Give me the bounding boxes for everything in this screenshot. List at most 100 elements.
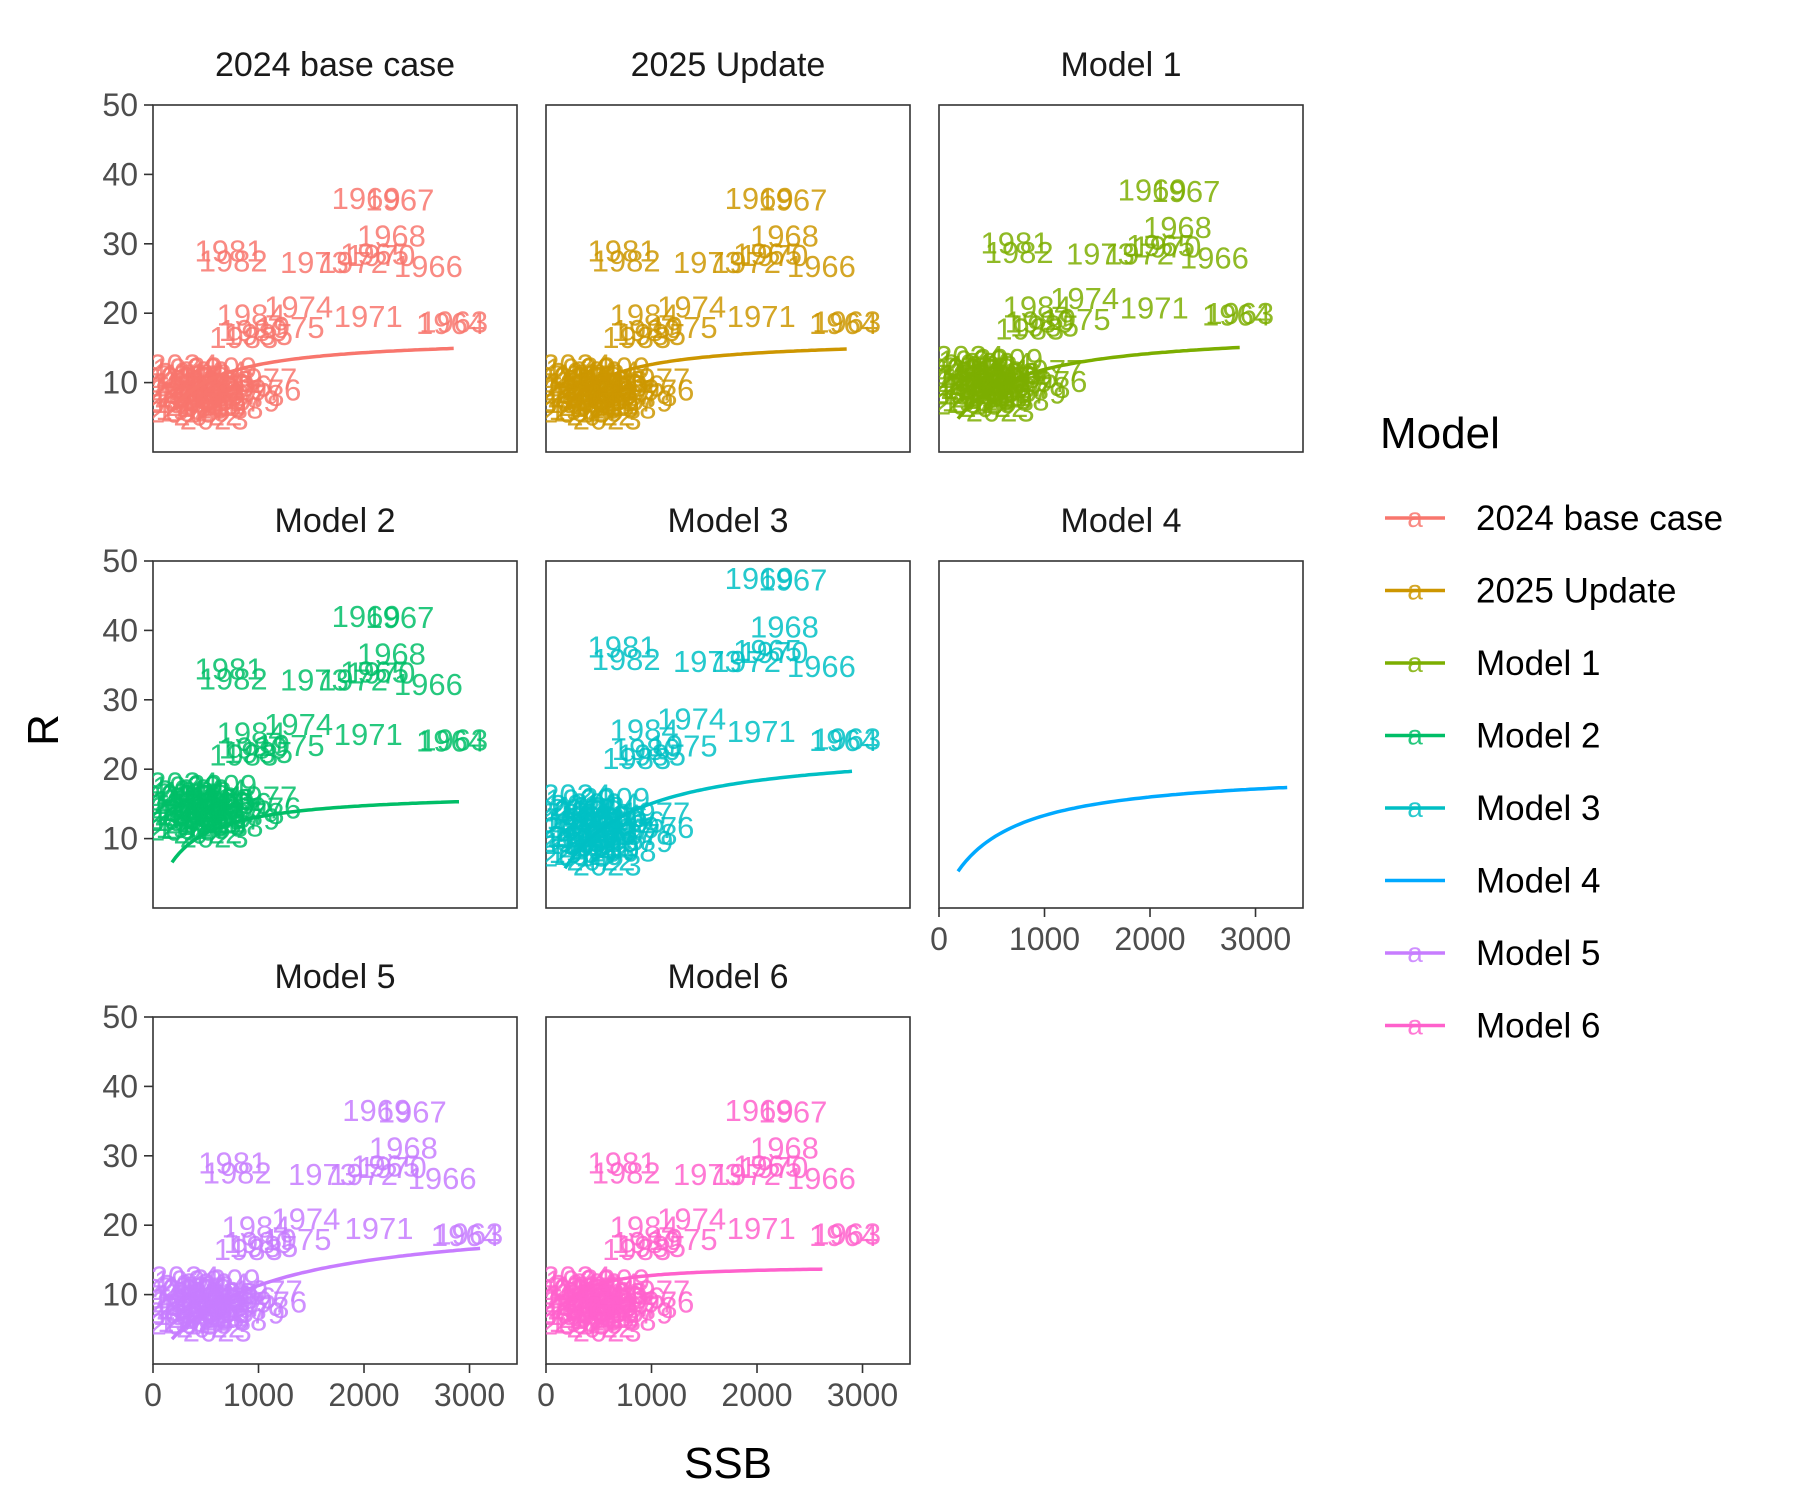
x-tick-label: 1000 [1009, 921, 1080, 957]
point-label: 1965 [351, 1149, 420, 1184]
point-label: 1965 [733, 1149, 802, 1184]
point-label: 1976 [232, 373, 301, 408]
point-label: 1966 [787, 1161, 856, 1196]
point-label: 1972 [329, 1157, 398, 1192]
legend-key-glyph: a [1407, 937, 1423, 968]
point-label: 1964 [809, 723, 878, 758]
point-label: 2010 [575, 367, 644, 402]
point-label: 1995 [153, 783, 222, 818]
point-label: 1989 [571, 831, 640, 866]
point-label: 1973 [1066, 237, 1135, 272]
y-tick-label: 30 [102, 682, 138, 718]
point-label: 1993 [552, 1287, 621, 1322]
point-label: 1976 [625, 810, 694, 845]
x-axis-title: SSB [684, 1439, 772, 1488]
point-label: 1997 [150, 786, 219, 821]
point-label: 2011 [570, 1298, 637, 1333]
point-label: 1999 [156, 797, 225, 832]
point-label: 2025 [155, 359, 224, 394]
point-label: 1970 [739, 238, 808, 273]
point-label: 2005 [968, 374, 1037, 409]
x-tick-label: 2000 [1114, 921, 1185, 957]
point-label: 2000 [947, 352, 1016, 387]
point-label: 2024 [542, 777, 611, 812]
point-label: 1988 [577, 364, 646, 399]
point-label: 2012 [562, 797, 631, 832]
point-label: 2014 [156, 356, 225, 391]
legend-label: Model 4 [1476, 862, 1601, 901]
point-label: 1994 [155, 810, 224, 845]
point-label: 1983 [214, 1232, 283, 1267]
point-label: 1986 [203, 368, 272, 403]
point-label: 2005 [185, 1294, 254, 1329]
point-label: 2010 [575, 803, 644, 838]
y-tick-label: 50 [102, 999, 138, 1035]
legend-key-glyph: a [1407, 1010, 1423, 1041]
point-label: 1984 [610, 712, 679, 747]
y-axis-title: R [19, 714, 68, 746]
point-label: 1966 [394, 667, 463, 702]
point-label: 1967 [758, 182, 827, 217]
point-label: 1989 [571, 1301, 640, 1336]
point-label: 1971 [345, 1211, 414, 1246]
y-tick-label: 10 [102, 365, 138, 401]
point-label: 2013 [556, 1287, 625, 1322]
y-tick-label: 40 [102, 1068, 138, 1104]
point-label: 2016 [539, 1296, 608, 1331]
legend-label: Model 2 [1476, 717, 1601, 756]
point-label: 1966 [787, 649, 856, 684]
point-label: 2024 [542, 1260, 611, 1295]
point-label: 2010 [185, 1279, 254, 1314]
y-tick-label: 20 [102, 1207, 138, 1243]
point-label: 2009 [192, 1262, 261, 1297]
panel-title: Model 4 [1061, 502, 1182, 540]
point-label: 1978 [609, 1290, 678, 1325]
point-label: 1963 [419, 722, 488, 757]
point-label: 2014 [156, 774, 225, 809]
point-label: 1992 [165, 1269, 234, 1304]
point-label: 2012 [169, 363, 238, 398]
point-label: 1986 [207, 1280, 276, 1315]
point-label: 1983 [209, 738, 278, 773]
point-label: 1975 [256, 310, 325, 345]
point-label: 1984 [222, 1210, 291, 1245]
point-label: 2001 [167, 1300, 236, 1335]
point-label: 1974 [264, 707, 333, 742]
point-label: 1984 [217, 298, 286, 333]
point-label: 2004 [178, 772, 247, 807]
point-label: 1963 [812, 305, 881, 340]
point-label: 2017 [145, 1272, 214, 1307]
x-tick-label: 1000 [616, 1377, 687, 1413]
point-label: 1985 [617, 738, 686, 773]
point-label: 1975 [256, 728, 325, 763]
x-tick-label: 3000 [434, 1377, 505, 1413]
y-tick-label: 40 [102, 156, 138, 192]
point-label: 1967 [758, 563, 827, 598]
point-label: 1972 [319, 245, 388, 280]
point-label: 1967 [378, 1094, 447, 1129]
panel-title: 2025 Update [631, 46, 826, 84]
point-label: 1980 [219, 731, 288, 766]
point-label: 1987 [196, 1289, 265, 1324]
point-label: 2014 [549, 356, 618, 391]
point-label: 2017 [537, 1272, 606, 1307]
point-label: 1966 [408, 1161, 477, 1196]
point-label: 2003 [566, 1290, 635, 1325]
point-label: 2010 [182, 367, 251, 402]
point-label: 2010 [575, 1279, 644, 1314]
point-label: 2021 [167, 785, 236, 820]
point-label: 1983 [602, 1232, 671, 1267]
point-label: 1964 [809, 306, 878, 341]
point-label: 2013 [163, 375, 232, 410]
panel-border [545, 560, 911, 909]
point-label: 1969 [1118, 173, 1187, 208]
point-label: 1969 [332, 181, 401, 216]
point-label: 1972 [1105, 237, 1174, 272]
point-label: 1967 [365, 182, 434, 217]
series-line [170, 799, 460, 864]
point-label: 1992 [163, 775, 232, 810]
point-label: 2006 [189, 1276, 258, 1311]
panel-border [152, 104, 518, 453]
point-label: 1984 [610, 1210, 679, 1245]
point-label: 1993 [159, 793, 228, 828]
